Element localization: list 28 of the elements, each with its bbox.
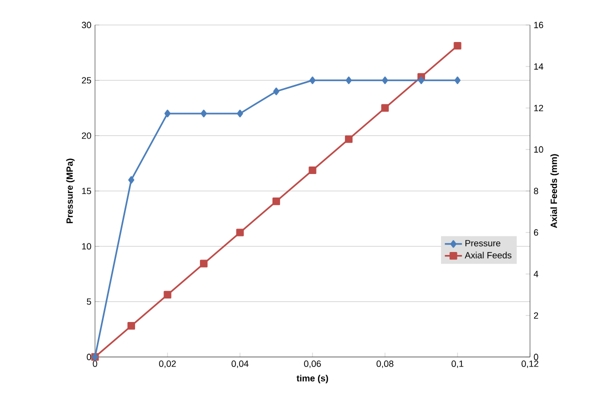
y-axis-title: Pressure (MPa) [66,158,75,224]
y2-tick-label: 8 [534,188,538,194]
y2-tick-label: 6 [534,229,538,236]
y2-tick-label: 12 [534,104,544,112]
y2-tick-label: 14 [534,63,544,70]
x-tick-label: 0,08 [376,360,394,368]
legend-label: Pressure [465,240,500,246]
y-tick-label: 10 [82,243,92,250]
y2-tick-label: 16 [534,22,544,28]
x-tick-label: 0,1 [452,360,464,368]
x-tick-label: 0,12 [522,360,538,368]
x-tick-label: 0,04 [232,360,248,368]
y-tick-label: 15 [82,188,92,194]
y2-axis-title: Axial Feeds (mm) [550,154,559,228]
y2-tick-label: 0 [534,354,538,360]
y2-tick-label: 4 [534,270,538,278]
y-tick-label: 0 [86,354,92,360]
y-tick-label: 25 [82,77,92,84]
y-tick-label: 5 [86,298,92,305]
x-axis-title: time (s) [296,374,328,384]
legend-label: Axial Feeds [464,252,512,258]
y2-tick-label: 2 [534,312,538,319]
y2-tick-label: 10 [534,146,544,153]
x-tick-label: 0,06 [304,360,321,368]
x-tick-label: 0,02 [159,360,176,368]
y-tick-label: 20 [82,132,92,139]
y-tick-label: 30 [82,22,92,28]
x-tick-label: 0 [92,360,98,367]
